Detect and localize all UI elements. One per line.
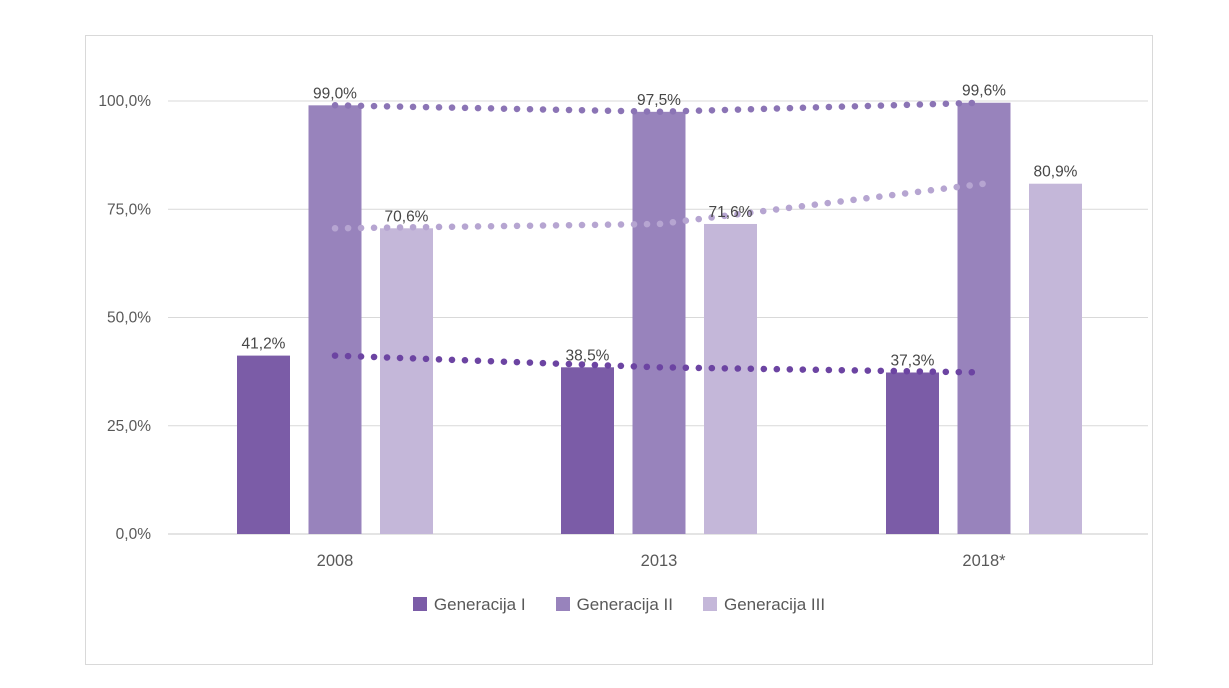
bar: [632, 111, 686, 534]
data-label: 37,3%: [891, 352, 935, 369]
data-label: 70,6%: [385, 208, 429, 225]
bar: [886, 372, 939, 534]
chart-legend: Generacija I Generacija II Generacija III: [86, 592, 1152, 616]
bar: [237, 355, 290, 534]
legend-item: Generacija II: [555, 594, 673, 614]
data-label: 71,6%: [709, 204, 753, 221]
x-category-label: 2018*: [962, 552, 1006, 570]
legend-item: Generacija III: [702, 594, 826, 614]
data-label: 80,9%: [1034, 164, 1078, 181]
bar: [380, 228, 433, 534]
trendline: [331, 99, 988, 116]
bar: [704, 223, 757, 535]
y-tick-label: 25,0%: [107, 418, 151, 435]
y-tick-label: 100,0%: [98, 93, 151, 110]
data-label: 99,6%: [962, 83, 1006, 100]
data-label: 41,2%: [242, 336, 286, 353]
trendline: [331, 180, 988, 232]
chart-area: 0,0% 25,0% 50,0% 75,0% 100,0% 41,2% 38,5% 37,3%…: [85, 35, 1153, 665]
data-label: 38,5%: [566, 347, 610, 364]
legend-swatch: [702, 597, 717, 611]
legend-item: Generacija I: [412, 594, 526, 614]
legend-label: Generacija II: [576, 594, 673, 614]
bar: [1029, 183, 1082, 534]
legend-swatch: [555, 597, 570, 611]
y-tick-label: 0,0%: [116, 526, 152, 543]
legend-label: Generacija I: [433, 594, 526, 614]
legend-swatch: [412, 597, 427, 611]
data-label: 97,5%: [637, 92, 681, 109]
data-label: 99,0%: [313, 85, 357, 102]
trendline: [331, 352, 988, 376]
x-category-label: 2008: [317, 552, 354, 570]
bar: [957, 102, 1011, 535]
bar: [561, 367, 614, 534]
legend-label: Generacija III: [723, 594, 826, 614]
chart-svg: 0,0% 25,0% 50,0% 75,0% 100,0% 41,2% 38,5% 37,3%…: [98, 83, 1148, 570]
y-tick-label: 50,0%: [107, 310, 151, 327]
x-category-label: 2013: [641, 552, 678, 570]
bar: [308, 105, 362, 534]
y-tick-label: 75,0%: [107, 201, 151, 218]
